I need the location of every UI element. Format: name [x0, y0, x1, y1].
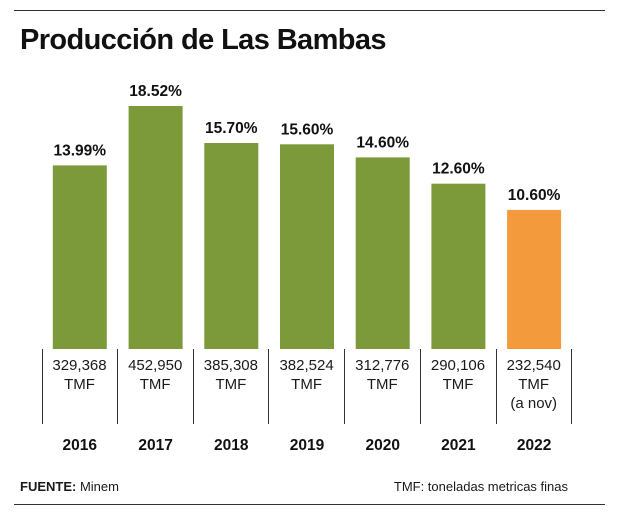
- tonnage-value: 232,540: [506, 357, 561, 374]
- bar-value-label-2022: 10.60%: [508, 187, 561, 204]
- source-label: FUENTE:: [20, 479, 77, 494]
- year-label-2020: 2020: [365, 437, 399, 454]
- year-label-2019: 2019: [290, 437, 325, 454]
- bar-chart: 13.99% 2016 18.52% 2017 15.70% 2018 15.60% 2019…: [52, 83, 562, 454]
- tonnage-value: 382,524: [279, 357, 334, 374]
- tonnage-cell-2018: 385,308 TMF: [193, 349, 270, 424]
- tonnage-value: 452,950: [128, 357, 183, 374]
- bar-value-label-2017: 18.52%: [129, 83, 182, 100]
- bar-value-label-2019: 15.60%: [281, 121, 334, 138]
- tonnage-cell-2022: 232,540 TMF (a nov): [496, 349, 573, 424]
- bar-2020: [355, 157, 410, 349]
- tonnage-cell-2019: 382,524 TMF: [269, 349, 346, 424]
- source-value: Minem: [76, 479, 119, 494]
- tonnage-table: [42, 349, 572, 424]
- bar-2021: [431, 183, 486, 349]
- tonnage-unit: TMF: [64, 376, 95, 393]
- tonnage-unit: TMF: [215, 376, 247, 393]
- bar-2016: [52, 165, 107, 349]
- tonnage-cell-2020: 312,776 TMF: [345, 349, 421, 424]
- tonnage-cell-2016: 329,368 TMF: [42, 349, 118, 424]
- year-label-2021: 2021: [441, 437, 476, 454]
- bar-2017: [128, 106, 183, 349]
- tonnage-value: 312,776: [355, 357, 410, 374]
- bar-2022: [507, 209, 562, 349]
- source-note: FUENTE: Minem: [20, 479, 119, 494]
- tonnage-unit: TMF: [442, 376, 474, 393]
- bar-value-label-2016: 13.99%: [54, 142, 107, 159]
- year-label-2018: 2018: [214, 437, 249, 454]
- tonnage-unit: TMF: [139, 376, 171, 393]
- unit-note: TMF: toneladas metricas finas: [393, 479, 568, 494]
- top-rule: [14, 10, 605, 11]
- bottom-rule: [14, 504, 605, 505]
- tonnage-value: 385,308: [203, 357, 258, 374]
- tonnage-value: 290,106: [430, 357, 486, 374]
- tonnage-unit: TMF: [291, 376, 322, 393]
- bar-value-label-2018: 15.70%: [205, 120, 258, 137]
- tonnage-unit: TMF: [518, 376, 550, 393]
- year-label-2016: 2016: [63, 437, 98, 454]
- year-label-2022: 2022: [517, 437, 551, 454]
- tonnage-unit: (a nov): [510, 395, 558, 412]
- chart-title: Producción de Las Bambas: [20, 24, 387, 56]
- tonnage-cell-2017: 452,950 TMF: [118, 349, 194, 424]
- tonnage-unit: TMF: [366, 376, 398, 393]
- bar-value-label-2020: 14.60%: [356, 134, 409, 151]
- bar-value-label-2021: 12.60%: [432, 161, 485, 178]
- tonnage-value: 329,368: [52, 357, 107, 374]
- bar-2019: [280, 144, 334, 349]
- bar-2018: [204, 143, 259, 349]
- tonnage-cell-2021: 290,106 TMF: [421, 349, 497, 424]
- year-label-2017: 2017: [138, 437, 172, 454]
